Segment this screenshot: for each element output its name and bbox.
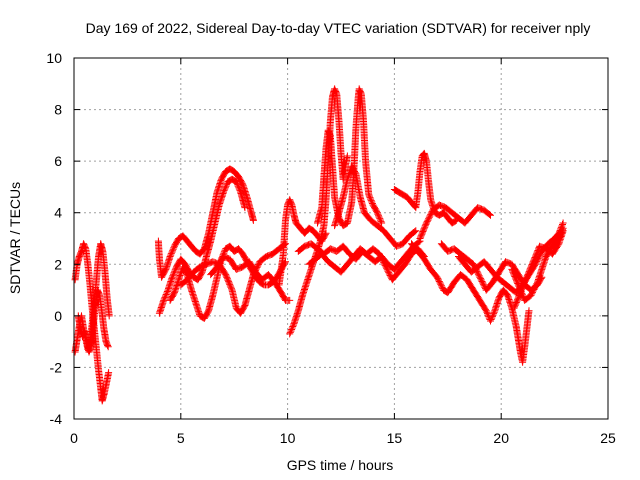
data-point-markers (275, 196, 330, 289)
series-sat-k (314, 85, 386, 230)
series-sat-q (408, 240, 533, 366)
series-sat-i (275, 196, 330, 289)
x-tick-labels: 0 5 10 15 20 25 (70, 430, 616, 446)
x-tick-label: 20 (493, 430, 509, 446)
y-tick-label: 8 (54, 102, 62, 118)
series-sat-t (510, 227, 567, 312)
series-sat-p (416, 201, 494, 242)
y-tick-label: 2 (54, 256, 62, 272)
data-point-markers (154, 165, 257, 281)
data-point-markers (508, 224, 567, 304)
x-tick-label: 10 (280, 430, 296, 446)
x-tick-label: 25 (600, 430, 616, 446)
x-tick-label: 15 (387, 430, 403, 446)
data-points (71, 85, 567, 405)
y-tick-label: -2 (50, 359, 63, 375)
data-point-markers (207, 253, 294, 304)
y-tick-label: 4 (54, 205, 62, 221)
series-sat-h (207, 253, 294, 304)
y-tick-label: 6 (54, 153, 62, 169)
y-tick-label: 10 (46, 50, 62, 66)
series-sat-l (331, 162, 420, 250)
y-tick-label: 0 (54, 308, 62, 324)
x-tick-label: 0 (70, 430, 78, 446)
data-point-markers (331, 162, 420, 250)
data-point-markers (305, 245, 428, 284)
y-axis-title: SDTVAR / TECUs (7, 182, 23, 294)
chart-title: Day 169 of 2022, Sidereal Day-to-day VTE… (86, 20, 591, 36)
y-tick-labels: -4 -2 0 2 4 6 8 10 (46, 50, 62, 427)
series-sat-n (305, 245, 428, 284)
data-point-markers (314, 85, 386, 230)
y-tick-label: -4 (50, 411, 63, 427)
series-sat-d (154, 165, 257, 281)
data-point-markers (510, 227, 567, 312)
x-tick-label: 5 (177, 430, 185, 446)
series-sat-u (508, 224, 567, 304)
plot-frame (73, 57, 609, 420)
x-axis-title: GPS time / hours (287, 457, 394, 473)
axis-ticks (73, 57, 609, 420)
data-point-markers (408, 240, 533, 366)
data-point-markers (416, 201, 494, 242)
